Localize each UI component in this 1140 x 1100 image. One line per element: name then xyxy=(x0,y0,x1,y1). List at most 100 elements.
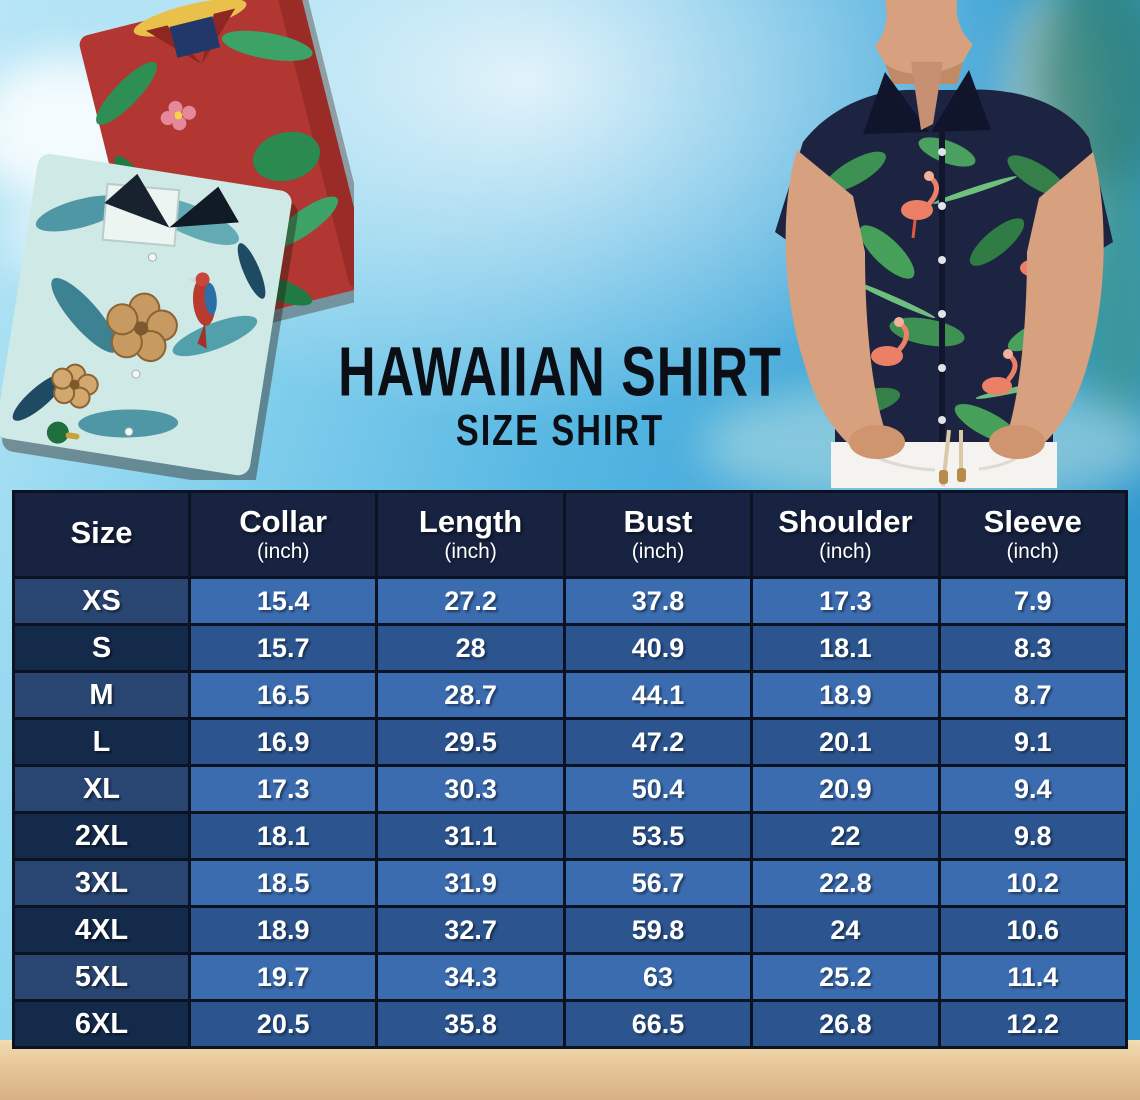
flamingo xyxy=(871,317,909,366)
column-header-shoulder: Shoulder (inch) xyxy=(750,490,941,579)
column-header-size: Size xyxy=(12,490,191,579)
measurement-value: 35.8 xyxy=(375,999,566,1049)
measurement-value: 9.4 xyxy=(937,764,1129,814)
header-row: Size Collar (inch) Length (inch) Bust (inch… xyxy=(12,490,1129,579)
measurement-value: 22 xyxy=(750,811,941,861)
man xyxy=(775,0,1113,488)
measurement-value: 16.5 xyxy=(187,670,379,720)
measurement-value: 15.7 xyxy=(187,623,379,673)
column-header-collar: Collar (inch) xyxy=(187,490,379,579)
measurement-value: 7.9 xyxy=(937,576,1129,626)
column-unit: (inch) xyxy=(819,540,872,564)
column-header-sleeve: Sleeve (inch) xyxy=(937,490,1129,579)
red-hawaiian-shirt xyxy=(79,0,354,349)
measurement-value: 20.9 xyxy=(750,764,941,814)
measurement-value: 8.3 xyxy=(937,623,1129,673)
folded-shirts-photo xyxy=(0,0,354,480)
size-label: 3XL xyxy=(12,858,191,908)
measurement-value: 18.1 xyxy=(750,623,941,673)
page-subtitle: SIZE SHIRT xyxy=(455,406,665,455)
measurement-value: 20.1 xyxy=(750,717,941,767)
measurement-value: 20.5 xyxy=(187,999,379,1049)
column-label: Collar xyxy=(239,503,328,539)
table-row: L 16.9 29.5 47.2 20.1 9.1 xyxy=(12,717,1129,767)
table-row: 3XL 18.5 31.9 56.7 22.8 10.2 xyxy=(12,858,1129,908)
size-label: 6XL xyxy=(12,999,191,1049)
size-table-body: XS 15.4 27.2 37.8 17.3 7.9 S 15.7 28 40.9 18.1 8.3 M… xyxy=(12,576,1129,1049)
flamingo xyxy=(982,349,1018,395)
measurement-value: 18.1 xyxy=(187,811,379,861)
measurement-value: 31.1 xyxy=(375,811,566,861)
measurement-value: 29.5 xyxy=(375,717,566,767)
measurement-value: 66.5 xyxy=(562,999,754,1049)
collar-label xyxy=(169,16,221,58)
column-label: Bust xyxy=(623,503,693,539)
size-label: L xyxy=(12,717,191,767)
table-row: S 15.7 28 40.9 18.1 8.3 xyxy=(12,623,1129,673)
table-row: 6XL 20.5 35.8 66.5 26.8 12.2 xyxy=(12,999,1129,1049)
size-label: M xyxy=(12,670,191,720)
hibiscus-flower xyxy=(51,363,99,409)
size-label: 4XL xyxy=(12,905,191,955)
measurement-value: 18.5 xyxy=(187,858,379,908)
table-row: M 16.5 28.7 44.1 18.9 8.7 xyxy=(12,670,1129,720)
measurement-value: 56.7 xyxy=(562,858,754,908)
measurement-value: 37.8 xyxy=(562,576,754,626)
column-label: Sleeve xyxy=(983,503,1082,539)
flamingo xyxy=(901,171,939,239)
hibiscus-flower xyxy=(106,292,178,363)
column-header-length: Length (inch) xyxy=(375,490,566,579)
sand-strip xyxy=(0,1040,1140,1100)
size-label: S xyxy=(12,623,191,673)
measurement-value: 17.3 xyxy=(187,764,379,814)
size-label: 5XL xyxy=(12,952,191,1002)
column-unit: (inch) xyxy=(1006,540,1060,564)
measurement-value: 40.9 xyxy=(562,623,754,673)
measurement-value: 10.6 xyxy=(937,905,1129,955)
flower xyxy=(160,100,197,131)
measurement-value: 12.2 xyxy=(937,999,1129,1049)
column-unit: (inch) xyxy=(631,540,685,564)
measurement-value: 44.1 xyxy=(562,670,754,720)
column-unit: (inch) xyxy=(444,540,497,564)
column-header-bust: Bust (inch) xyxy=(562,490,754,579)
table-row: XS 15.4 27.2 37.8 17.3 7.9 xyxy=(12,576,1129,626)
measurement-value: 26.8 xyxy=(750,999,941,1049)
column-label: Length xyxy=(418,503,523,539)
table-row: 2XL 18.1 31.1 53.5 22 9.8 xyxy=(12,811,1129,861)
duck-head xyxy=(46,421,80,444)
measurement-value: 25.2 xyxy=(750,952,941,1002)
size-label: XL xyxy=(12,764,191,814)
size-label: XS xyxy=(12,576,191,626)
measurement-value: 30.3 xyxy=(375,764,566,814)
table-row: 5XL 19.7 34.3 63 25.2 11.4 xyxy=(12,952,1129,1002)
arms xyxy=(785,150,1104,459)
measurement-value: 31.9 xyxy=(375,858,566,908)
measurement-value: 63 xyxy=(562,952,754,1002)
neck xyxy=(875,0,973,75)
measurement-value: 8.7 xyxy=(937,670,1129,720)
size-label: 2XL xyxy=(12,811,191,861)
column-label: Shoulder xyxy=(778,503,913,539)
measurement-value: 27.2 xyxy=(375,576,566,626)
parrot xyxy=(187,272,217,349)
size-table-header: Size Collar (inch) Length (inch) Bust (inch… xyxy=(12,490,1129,579)
measurement-value: 22.8 xyxy=(750,858,941,908)
measurement-value: 19.7 xyxy=(187,952,379,1002)
measurement-value: 47.2 xyxy=(562,717,754,767)
table-row: 4XL 18.9 32.7 59.8 24 10.6 xyxy=(12,905,1129,955)
teal-hawaiian-shirt xyxy=(0,154,298,480)
measurement-value: 53.5 xyxy=(562,811,754,861)
measurement-value: 16.9 xyxy=(187,717,379,767)
measurement-value: 50.4 xyxy=(562,764,754,814)
measurement-value: 18.9 xyxy=(750,670,941,720)
column-label: Size xyxy=(70,515,133,551)
measurement-value: 9.8 xyxy=(937,811,1129,861)
measurement-value: 28.7 xyxy=(375,670,566,720)
measurement-value: 11.4 xyxy=(937,952,1129,1002)
measurement-value: 9.1 xyxy=(937,717,1129,767)
measurement-value: 59.8 xyxy=(562,905,754,955)
measurement-value: 34.3 xyxy=(375,952,566,1002)
measurement-value: 24 xyxy=(750,905,941,955)
